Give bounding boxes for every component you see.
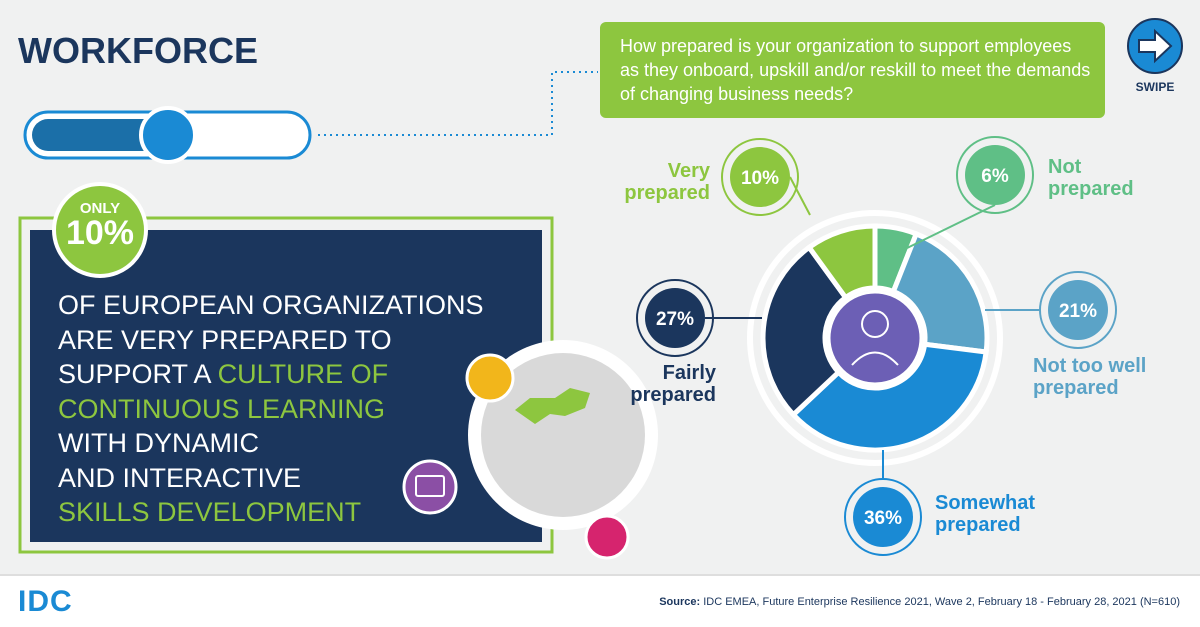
footer	[0, 576, 1200, 627]
statement-line: ARE VERY PREPARED TO	[58, 323, 484, 358]
statement-line: AND INTERACTIVE	[58, 461, 484, 496]
question: How prepared is your organization to sup…	[620, 36, 1091, 104]
bubble	[730, 147, 790, 207]
statement: OF EUROPEAN ORGANIZATIONS ARE VERY PREPAR…	[58, 288, 484, 530]
bubble	[1048, 280, 1108, 340]
category-label: Very prepared	[624, 160, 710, 204]
bubble-ring	[721, 138, 799, 216]
bubble-ring	[956, 136, 1034, 214]
bubble-ring	[1039, 271, 1117, 349]
badge	[52, 182, 148, 278]
statement-text: ARE VERY PREPARED TO	[58, 324, 392, 355]
person-icon	[861, 310, 889, 338]
statement-line: SUPPORT A CULTURE OF	[58, 357, 484, 392]
icon-monitor	[415, 475, 445, 497]
person-body	[851, 351, 899, 366]
connector-line	[789, 176, 811, 216]
statement-line: WITH DYNAMIC	[58, 426, 484, 461]
bubble	[965, 145, 1025, 205]
question-box	[600, 22, 1105, 118]
value-label: 27%	[656, 309, 694, 330]
statement-text: WITH DYNAMIC	[58, 428, 259, 458]
source-label: Source:	[659, 596, 701, 608]
badge-top: ONLY	[79, 200, 121, 217]
europe	[515, 388, 590, 424]
globe	[481, 353, 645, 517]
category-label: Not prepared	[1048, 156, 1134, 200]
statement-line: OF EUROPEAN ORGANIZATIONS	[58, 288, 484, 323]
bubble	[645, 288, 705, 348]
statement-text: SKILLS DEVELOPMENT	[58, 497, 362, 527]
donut-segment	[890, 230, 990, 355]
statement-text: SUPPORT A	[58, 359, 211, 389]
donut	[760, 223, 990, 453]
source: Source: IDC EMEA, Future Enterprise Resi…	[659, 596, 1180, 608]
category-label: Somewhat prepared	[935, 492, 1036, 536]
slider-knob	[139, 106, 197, 164]
donut-segment	[805, 223, 878, 302]
statement-line: SKILLS DEVELOPMENT	[58, 495, 484, 530]
value-label: 6%	[981, 166, 1009, 187]
donut-ring	[747, 210, 1003, 466]
statement-text: CONTINUOUS LEARNING	[58, 393, 386, 424]
logo: IDC	[18, 585, 73, 618]
icon-wifi	[584, 514, 630, 560]
value-label: 10%	[741, 168, 779, 189]
value-label: 21%	[1059, 301, 1097, 322]
bubble-ring	[636, 279, 714, 357]
category-label: Not too well prepared	[1033, 355, 1147, 399]
bubble-ring	[844, 478, 922, 556]
statement-text: CULTURE OF	[217, 359, 389, 389]
donut-segment	[789, 341, 989, 453]
statement-line: CONTINUOUS LEARNING	[58, 392, 484, 427]
category-label: Fairly prepared	[630, 362, 716, 406]
icon-share	[402, 459, 458, 515]
statement-text: OF EUROPEAN ORGANIZATIONS	[58, 290, 484, 320]
value-label: 36%	[864, 508, 902, 529]
icon-ai	[465, 353, 515, 403]
badge-value: 10%	[65, 214, 135, 252]
source-text: IDC EMEA, Future Enterprise Resilience 2…	[703, 596, 1180, 608]
title: WORKFORCE	[18, 30, 258, 71]
swipe-label: SWIPE	[1135, 80, 1175, 94]
donut-segment	[760, 243, 850, 419]
connector-line	[902, 204, 996, 251]
bubble	[853, 487, 913, 547]
connector	[318, 71, 598, 136]
swipe-arrow	[1138, 28, 1173, 64]
statement-text: AND INTERACTIVE	[58, 462, 302, 493]
